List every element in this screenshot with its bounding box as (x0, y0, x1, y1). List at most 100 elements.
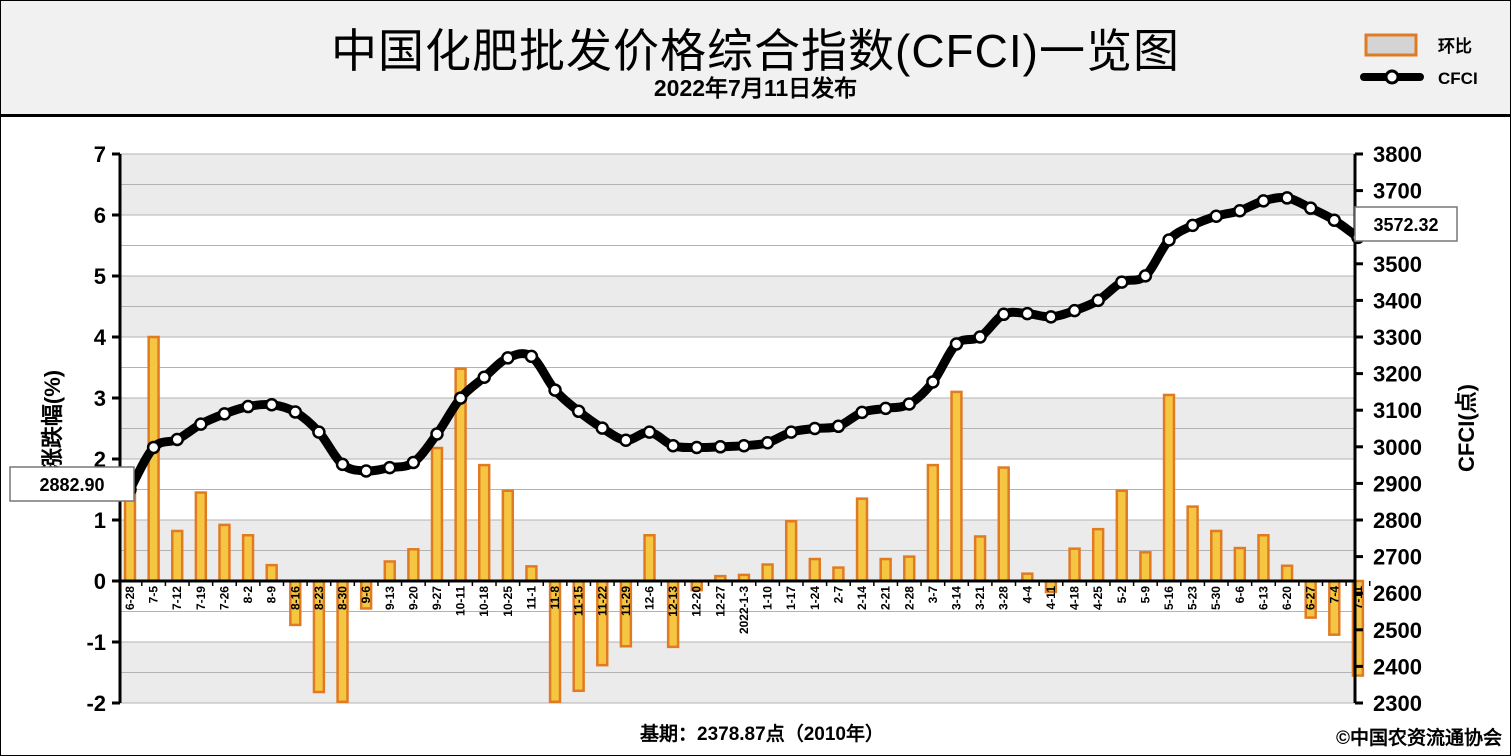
bar (1091, 527, 1105, 583)
left-axis-ticks: -2 -1 0 1 2 3 4 5 6 7 (86, 142, 120, 716)
x-tick-label: 7-11 (1351, 586, 1365, 610)
x-tick-label: 8-23 (312, 586, 326, 610)
bar (1186, 505, 1199, 583)
x-tick-label: 9-27 (430, 586, 444, 610)
bar (643, 534, 656, 583)
cfci-point (241, 399, 255, 414)
bar (1257, 534, 1270, 583)
cfci-point (571, 404, 586, 419)
right-tick-label: 2500 (1373, 618, 1422, 643)
x-tick-label: 9-20 (406, 586, 420, 610)
cfci-point (642, 425, 657, 439)
cfci-point (737, 438, 751, 453)
x-tick-label: 10-11 (454, 586, 468, 616)
bar (926, 463, 940, 583)
x-tick-label: 3-7 (926, 586, 940, 604)
right-tick-label: 3100 (1373, 398, 1422, 423)
cfci-point (619, 433, 633, 447)
left-tick-label: 1 (94, 508, 106, 533)
bar (761, 563, 774, 583)
bar (241, 534, 255, 583)
cfci-point (855, 405, 869, 420)
cfci-point (194, 417, 208, 431)
x-tick-label: 4-25 (1091, 586, 1105, 610)
left-tick-label: 5 (94, 264, 106, 289)
x-tick-label: 5-2 (1115, 586, 1129, 604)
cfci-point (548, 383, 562, 397)
cfci-point (1091, 293, 1105, 308)
cfci-point (1067, 303, 1082, 318)
x-tick-label: 1-17 (784, 586, 798, 610)
bar (1210, 529, 1223, 583)
cfci-point (264, 397, 279, 412)
bar (501, 489, 515, 583)
right-tick-label: 3800 (1373, 142, 1422, 167)
bar (1068, 547, 1081, 583)
x-axis-ticks: 6-28 7-5 7-12 7-19 7-26 8-2 8-9 8-16 8-23 8-30 9-6… (123, 581, 1371, 634)
x-tick-label: 5-30 (1209, 586, 1223, 610)
right-axis-label: CFCI(点) (1454, 384, 1479, 472)
bar (808, 557, 822, 583)
cfci-point (359, 464, 373, 478)
x-tick-label: 9-6 (359, 586, 373, 604)
axes (118, 154, 1357, 703)
x-tick-label: 2-14 (855, 586, 869, 610)
cfci-point (1233, 203, 1247, 218)
right-tick-label: 3300 (1373, 325, 1422, 350)
left-tick-label: 2 (94, 447, 106, 472)
cfci-point (1044, 310, 1058, 324)
x-tick-label: 8-30 (336, 586, 350, 610)
x-tick-label: 6-20 (1280, 586, 1294, 610)
right-tick-label: 2600 (1373, 581, 1422, 606)
x-tick-label: 6-6 (1233, 586, 1247, 604)
x-tick-label: 2-21 (879, 586, 893, 610)
legend-bar-swatch (1364, 33, 1418, 57)
bar (1162, 393, 1176, 583)
cfci-point (902, 397, 917, 411)
bar (973, 535, 987, 583)
x-tick-label: 4-18 (1068, 586, 1082, 610)
x-tick-label: 11-1 (524, 586, 538, 610)
x-tick-label: 6-28 (123, 586, 137, 610)
legend-bar-label: 环比 (1438, 36, 1472, 56)
cfci-point (1138, 269, 1153, 283)
cfci-point (996, 307, 1011, 322)
legend-line-marker (1384, 69, 1400, 85)
cfci-point (1256, 194, 1271, 208)
cfci-point (170, 432, 184, 447)
chart-title: 中国化肥批发价格综合指数(CFCI)一览图 (331, 25, 1180, 77)
x-tick-label: 12-20 (690, 586, 704, 617)
x-tick-label: 3-28 (997, 586, 1011, 610)
cfci-point (524, 349, 539, 364)
x-tick-label: 11-29 (619, 586, 633, 616)
x-tick-label: 7-19 (194, 586, 208, 610)
x-tick-label: 7-26 (217, 586, 231, 610)
right-tick-label: 3700 (1373, 179, 1422, 204)
x-tick-label: 3-21 (973, 586, 987, 610)
bar (123, 488, 137, 583)
left-axis-label: 涨跌幅(%) (40, 370, 65, 470)
cfci-point (878, 401, 893, 416)
cfci-point (973, 330, 987, 344)
cfci-point (501, 351, 515, 365)
right-tick-label: 2900 (1373, 471, 1422, 496)
legend-line-label: CFCI (1438, 69, 1478, 88)
bar (194, 491, 208, 583)
left-tick-label: -2 (86, 691, 106, 716)
bar (1115, 489, 1128, 583)
cfci-point (1327, 213, 1342, 227)
x-tick-label: 3-14 (949, 586, 963, 610)
x-tick-label: 2-7 (831, 586, 845, 604)
cfci-point (146, 440, 161, 455)
cfci-point (1209, 209, 1223, 223)
cfci-point (1185, 218, 1200, 233)
right-tick-label: 2400 (1373, 654, 1422, 679)
cfci-point (288, 405, 303, 419)
x-tick-label: 5-9 (1138, 586, 1152, 604)
x-tick-label: 1-24 (808, 586, 822, 610)
cfci-point (383, 460, 397, 475)
cfci-point (713, 440, 728, 454)
bar (407, 548, 420, 583)
left-tick-label: 6 (94, 203, 106, 228)
